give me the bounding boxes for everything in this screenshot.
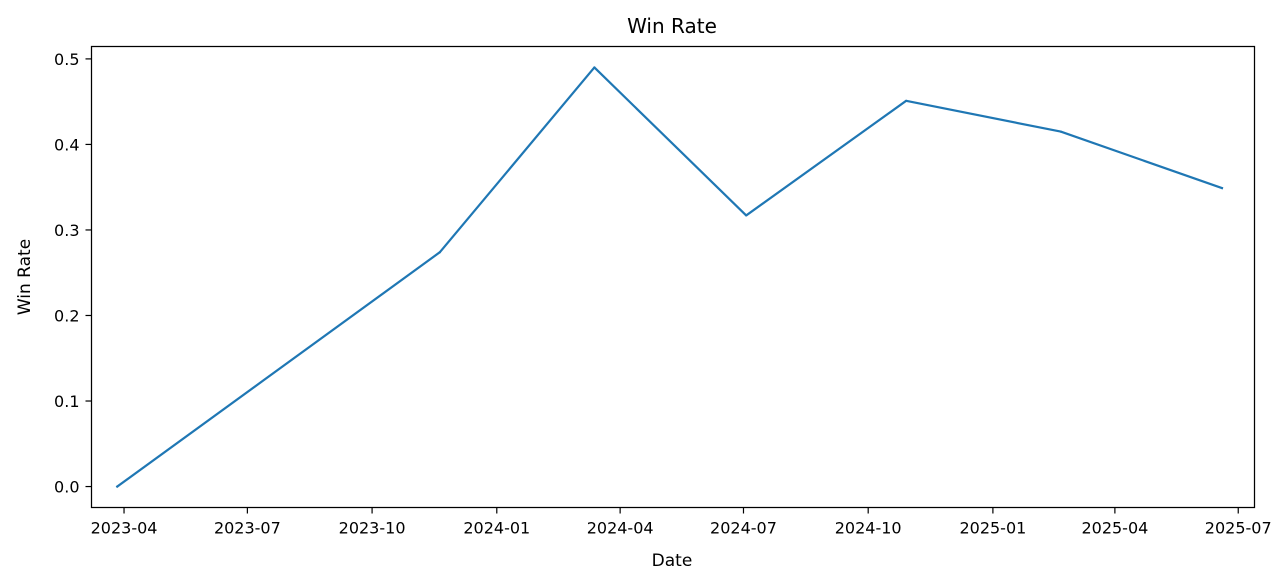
x-tick-label: 2024-07 bbox=[710, 519, 777, 538]
x-tick-label: 2024-04 bbox=[587, 519, 654, 538]
x-tick-label: 2025-07 bbox=[1205, 519, 1272, 538]
x-tick-label: 2023-04 bbox=[91, 519, 158, 538]
data-point bbox=[116, 485, 119, 488]
series-line bbox=[115, 66, 1224, 489]
x-tick-label: 2023-07 bbox=[214, 519, 281, 538]
x-axis-ticks: 2023-04 2023-07 2023-10 2024-01 2024-04 2024-… bbox=[91, 507, 1272, 538]
chart-title: Win Rate bbox=[627, 14, 717, 38]
y-axis-ticks: 0.0 0.1 0.2 0.3 0.4 0.5 bbox=[54, 50, 92, 497]
x-tick-label: 2023-10 bbox=[339, 519, 406, 538]
plot-frame bbox=[90, 45, 1256, 509]
x-tick-label: 2024-01 bbox=[463, 519, 530, 538]
x-tick-label: 2024-10 bbox=[835, 519, 902, 538]
data-point bbox=[438, 251, 441, 254]
data-point bbox=[593, 66, 596, 69]
y-tick-label: 0.2 bbox=[54, 306, 79, 325]
y-axis-label: Win Rate bbox=[15, 239, 35, 315]
y-tick-label: 0.0 bbox=[54, 478, 79, 497]
x-axis-label: Date bbox=[652, 551, 693, 571]
data-point bbox=[1059, 130, 1062, 133]
y-tick-label: 0.1 bbox=[54, 392, 79, 411]
x-tick-label: 2025-04 bbox=[1081, 519, 1148, 538]
y-tick-label: 0.5 bbox=[54, 50, 79, 69]
y-tick-label: 0.4 bbox=[54, 135, 79, 154]
data-point bbox=[745, 214, 748, 217]
y-tick-label: 0.3 bbox=[54, 221, 79, 240]
x-tick-label: 2025-01 bbox=[959, 519, 1026, 538]
data-point bbox=[905, 99, 908, 102]
data-point bbox=[1220, 186, 1224, 190]
series-layer bbox=[115, 66, 1224, 489]
